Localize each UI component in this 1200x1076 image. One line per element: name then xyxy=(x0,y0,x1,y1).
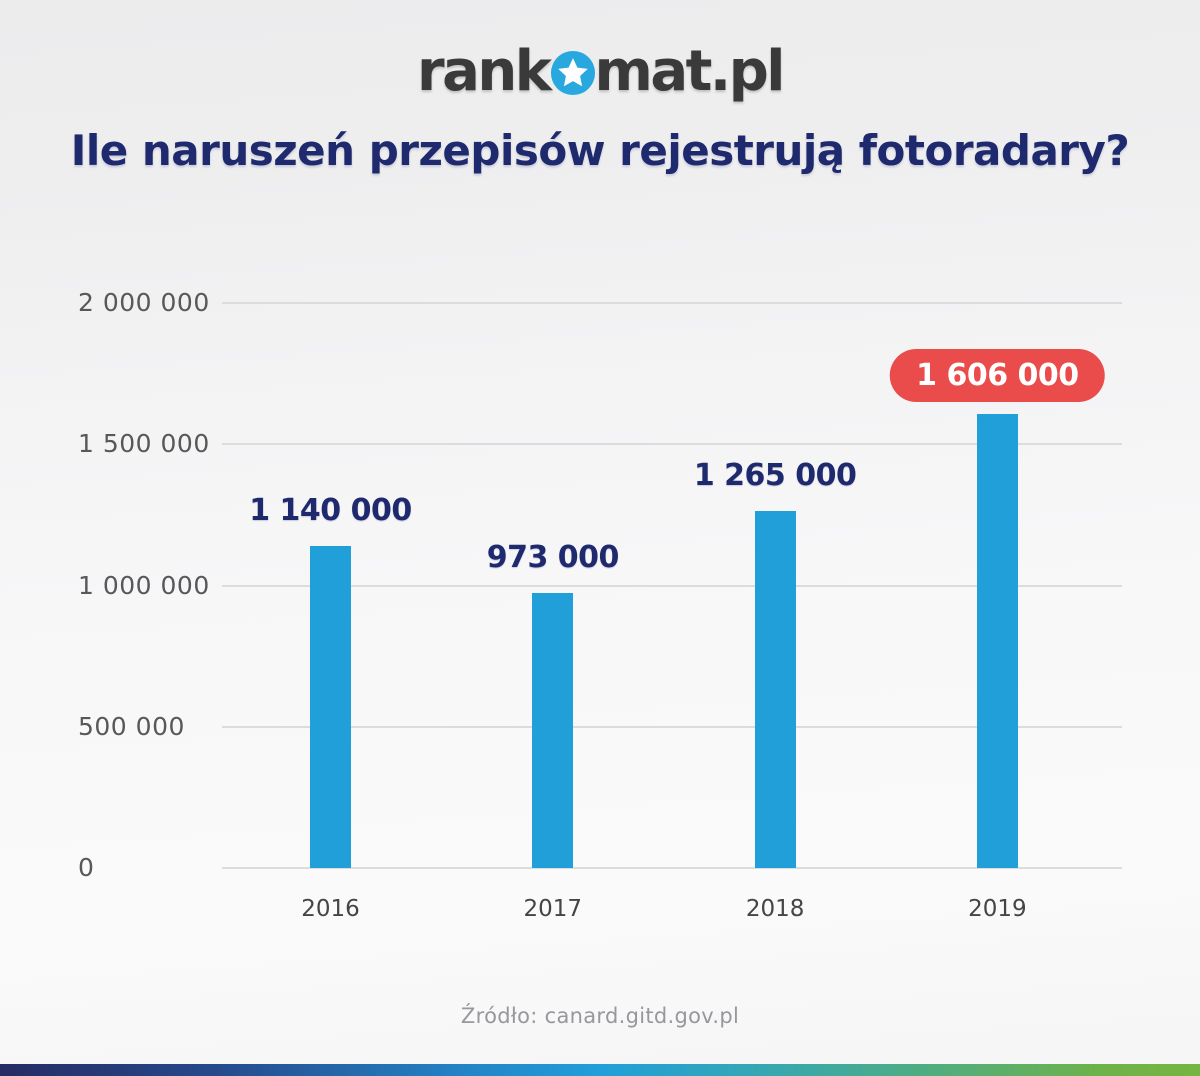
y-axis-tick-label: 1 000 000 xyxy=(78,570,210,600)
gridline xyxy=(222,443,1122,446)
x-axis-tick-label: 2016 xyxy=(301,896,360,922)
gridline xyxy=(222,302,1122,304)
bar xyxy=(532,593,574,868)
bar-value-label: 973 000 xyxy=(486,540,620,576)
footer-gradient-bar xyxy=(0,1064,1200,1076)
x-axis-tick-label: 2019 xyxy=(968,896,1027,922)
rankomat-logo: rank mat.pl xyxy=(0,44,1200,100)
y-axis-tick-label: 0 xyxy=(78,853,95,882)
y-axis-tick-label: 2 000 000 xyxy=(78,288,210,317)
source-caption: Źródło: canard.gitd.gov.pl xyxy=(460,1004,740,1028)
gridline xyxy=(222,725,1122,728)
logo-star-icon xyxy=(550,50,596,96)
bar-value-label: 1 140 000 xyxy=(249,492,412,528)
y-axis-tick-label: 1 500 000 xyxy=(78,429,210,459)
gridline xyxy=(222,867,1122,869)
highlight-badge: 1 606 000 xyxy=(890,349,1105,403)
bar xyxy=(754,510,796,868)
logo-text-rank: rank xyxy=(417,39,552,104)
chart-title: Ile naruszeń przepisów rejestrują fotora… xyxy=(70,126,1130,175)
y-axis-tick-label: 500 000 xyxy=(78,711,185,741)
bar xyxy=(976,414,1018,868)
x-axis-tick-label: 2018 xyxy=(745,896,805,922)
x-axis-tick-label: 2017 xyxy=(523,896,583,922)
gridline xyxy=(222,584,1122,587)
bar-value-label: 1 265 000 xyxy=(693,457,857,493)
logo-text-matpl: mat.pl xyxy=(594,39,786,104)
bar xyxy=(310,545,351,868)
